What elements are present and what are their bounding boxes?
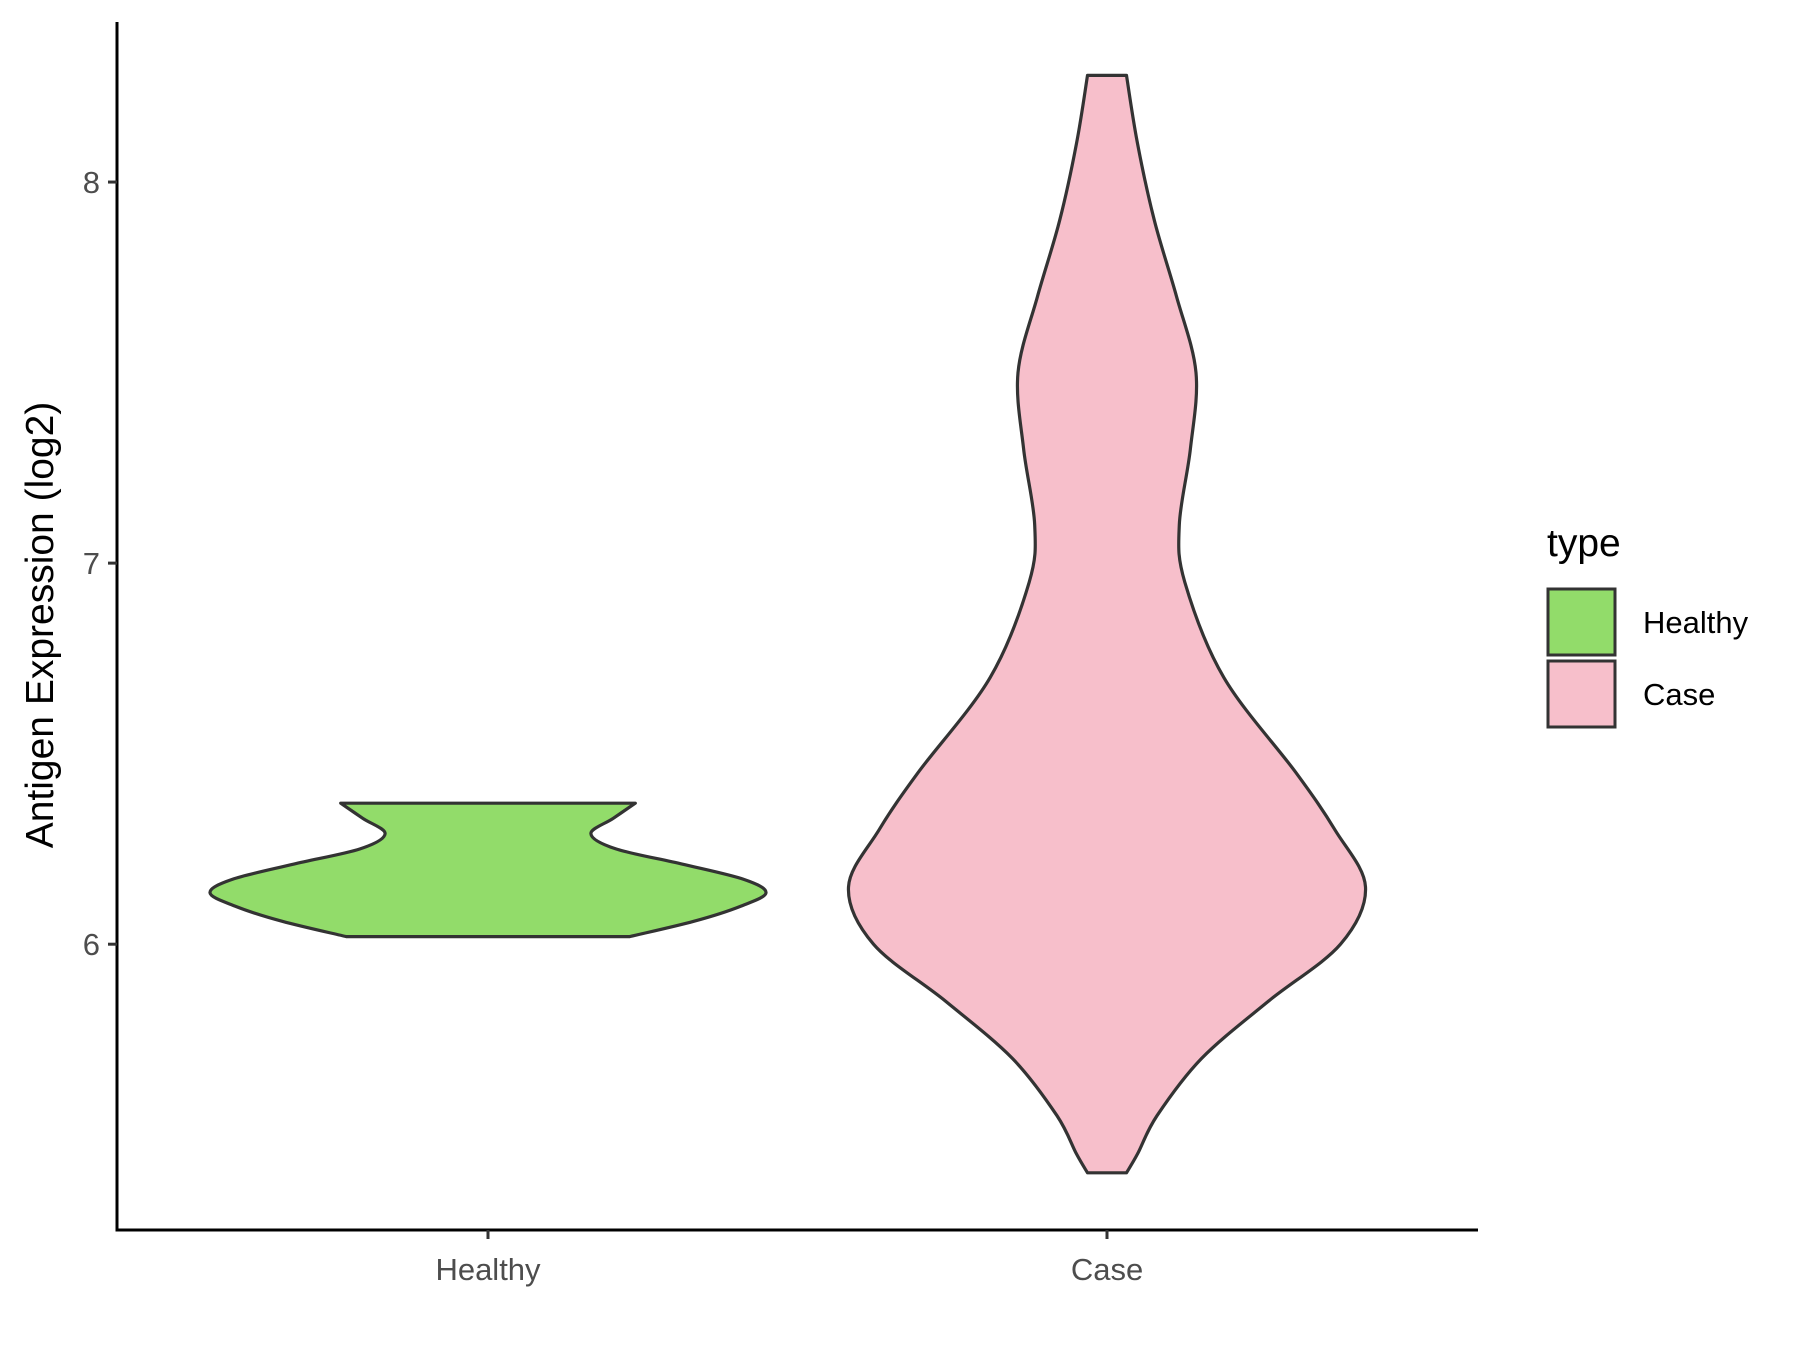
y-tick-label-6: 6 xyxy=(83,927,100,962)
violin-layer xyxy=(208,73,1368,1175)
legend-title: type xyxy=(1547,522,1621,565)
y-axis-title: Antigen Expression (log2) xyxy=(19,402,62,849)
violin-case xyxy=(846,73,1368,1175)
y-tick-label-8: 8 xyxy=(83,165,100,200)
legend-label-case: Case xyxy=(1643,677,1715,712)
x-tick-label-healthy: Healthy xyxy=(435,1252,541,1287)
legend: type Healthy Case xyxy=(1546,522,1749,729)
axes: 6 7 8 Healthy Case xyxy=(83,22,1478,1287)
y-tick-label-7: 7 xyxy=(83,546,100,581)
violin-healthy xyxy=(208,801,768,939)
legend-key-case xyxy=(1546,659,1617,729)
legend-label-healthy: Healthy xyxy=(1643,605,1749,640)
legend-key-healthy xyxy=(1546,587,1617,657)
x-tick-label-case: Case xyxy=(1071,1252,1143,1287)
